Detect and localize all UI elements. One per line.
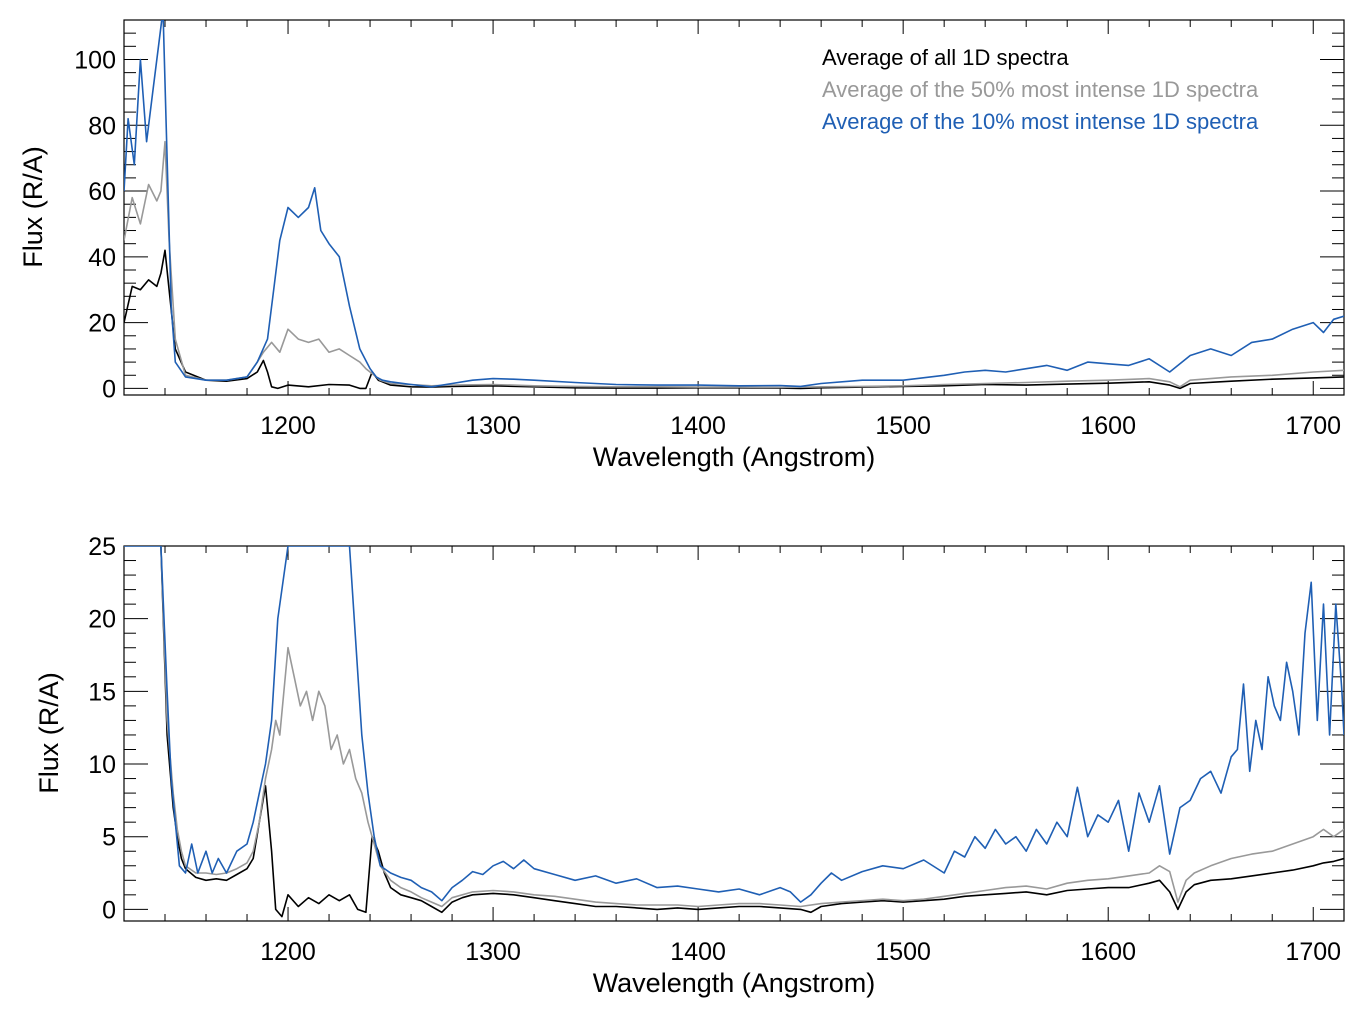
x-tick-label: 1200	[260, 412, 316, 440]
tick-marks	[123, 19, 1344, 395]
x-tick-label: 1600	[1080, 412, 1136, 440]
series-line-all	[160, 546, 1344, 918]
x-tick-label: 1300	[465, 938, 521, 966]
x-tick-labels: 1200 1300 1400 1500 1600 1700	[260, 938, 1341, 966]
x-tick-label: 1700	[1285, 938, 1341, 966]
y-tick-labels: 0 20 40 60 80 100	[74, 46, 116, 403]
tick-marks	[123, 545, 1344, 921]
legend-entry-50pct: Average of the 50% most intense 1D spect…	[822, 77, 1259, 102]
y-tick-label: 100	[74, 46, 116, 74]
x-tick-label: 1200	[260, 938, 316, 966]
series-line-50pct	[124, 140, 1344, 389]
x-tick-label: 1400	[670, 938, 726, 966]
top-panel: 1200 1300 1400 1500 1600 1700 0 20 40 60 80 100 Wa…	[18, 19, 1345, 472]
y-tick-label: 0	[102, 375, 116, 403]
y-tick-label: 5	[102, 824, 116, 852]
y-tick-label: 15	[88, 678, 116, 706]
y-axis-label: Flux (R/A)	[34, 672, 64, 794]
y-tick-label: 0	[102, 896, 116, 924]
x-tick-label: 1500	[875, 412, 931, 440]
x-tick-label: 1500	[875, 938, 931, 966]
y-tick-labels: 0 5 10 15 20 25	[88, 533, 116, 924]
series-line-all	[124, 249, 1344, 390]
series-group	[124, 20, 1344, 390]
y-tick-label: 20	[88, 606, 116, 634]
bottom-panel: 1200 1300 1400 1500 1600 1700 0 5 10 15 20 25 Wave…	[34, 533, 1345, 998]
legend-entry-10pct: Average of the 10% most intense 1D spect…	[822, 109, 1259, 134]
x-tick-label: 1300	[465, 412, 521, 440]
series-line-10pct	[124, 546, 1344, 903]
y-axis-label: Flux (R/A)	[18, 146, 48, 268]
y-tick-label: 25	[88, 533, 116, 561]
series-line-10pct	[124, 20, 1344, 388]
series-group	[124, 546, 1344, 918]
legend: Average of all 1D spectra Average of the…	[822, 45, 1259, 134]
x-tick-labels: 1200 1300 1400 1500 1600 1700	[260, 412, 1341, 440]
plot-frame	[123, 19, 1345, 396]
y-tick-label: 40	[88, 244, 116, 272]
y-tick-label: 60	[88, 178, 116, 206]
series-line-50pct	[160, 546, 1344, 908]
x-tick-label: 1600	[1080, 938, 1136, 966]
y-tick-label: 20	[88, 310, 116, 338]
y-tick-label: 80	[88, 112, 116, 140]
y-tick-label: 10	[88, 751, 116, 779]
legend-entry-all: Average of all 1D spectra	[822, 45, 1069, 70]
x-tick-label: 1400	[670, 412, 726, 440]
plot-frame	[123, 545, 1345, 922]
x-tick-label: 1700	[1285, 412, 1341, 440]
x-axis-label: Wavelength (Angstrom)	[593, 968, 876, 998]
x-axis-label: Wavelength (Angstrom)	[593, 442, 876, 472]
